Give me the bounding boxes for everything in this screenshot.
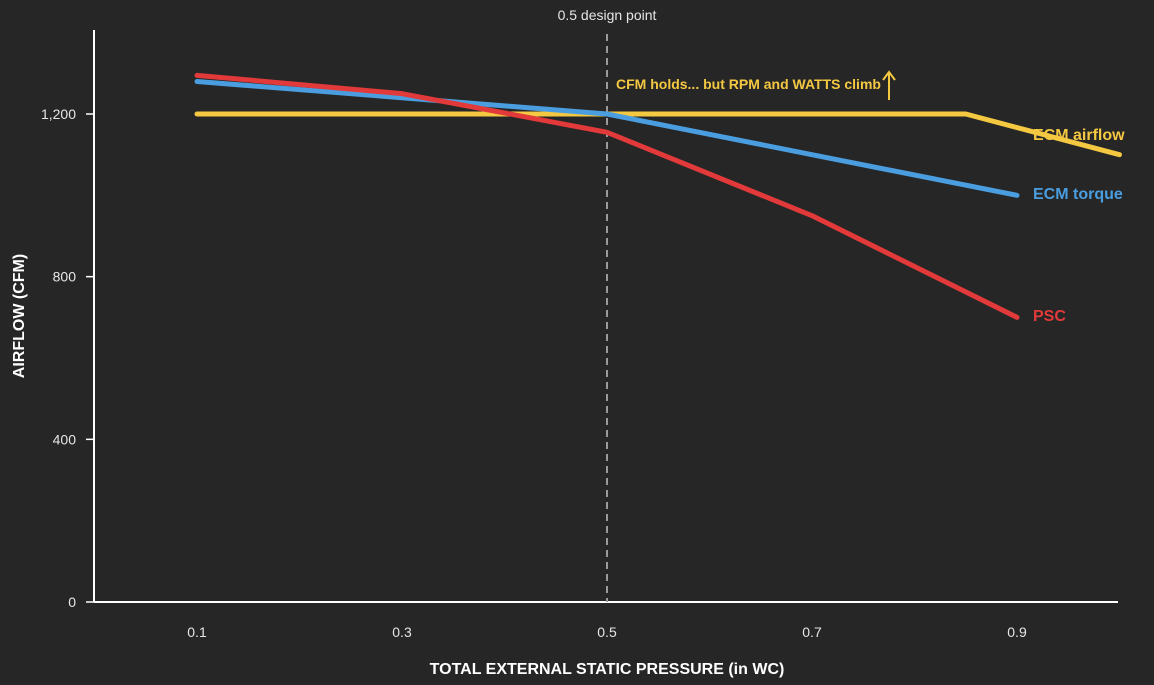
x-tick-label: 0.5: [597, 624, 617, 640]
y-axis-title: AIRFLOW (CFM): [11, 254, 28, 378]
x-tick-label: 0.9: [1007, 624, 1027, 640]
annotation-note: CFM holds... but RPM and WATTS climb: [616, 76, 881, 92]
design-point-label: 0.5 design point: [558, 7, 657, 23]
x-tick-label: 0.7: [802, 624, 822, 640]
y-tick-label: 0: [68, 594, 76, 610]
series-label: ECM airflow: [1033, 127, 1125, 144]
up-arrow-head: [882, 70, 896, 81]
series-label: PSC: [1033, 308, 1066, 325]
series-label: ECM torque: [1033, 186, 1123, 203]
x-axis-title: TOTAL EXTERNAL STATIC PRESSURE (in WC): [430, 661, 785, 678]
y-tick-label: 400: [53, 431, 77, 447]
series-line: [194, 78, 1020, 198]
y-tick-label: 1,200: [41, 106, 76, 122]
plot-marks: 0 400 800 1,200 0.1 0.3 0.5 0.7 0.9 TOTAL EXTERNA…: [11, 7, 1125, 678]
x-tick-label: 0.3: [392, 624, 412, 640]
series-line: [194, 72, 1020, 320]
y-tick-label: 800: [53, 269, 77, 285]
series-line: [194, 111, 1122, 158]
x-tick-label: 0.1: [187, 624, 207, 640]
